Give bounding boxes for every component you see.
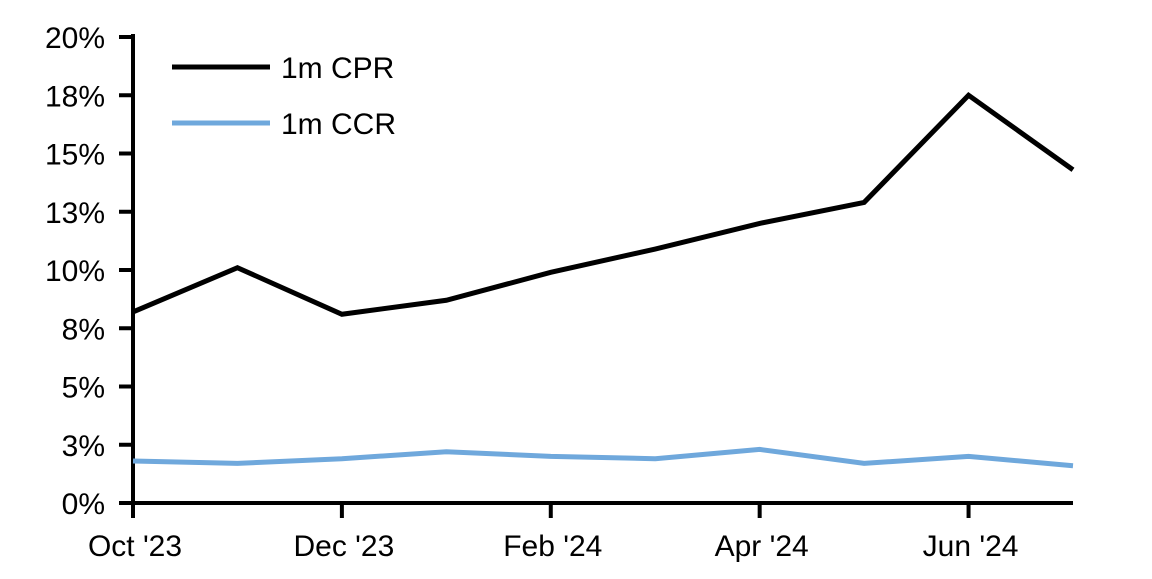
y-tick-label: 0%	[62, 488, 105, 521]
legend-label-1m-cpr: 1m CPR	[281, 52, 394, 85]
y-tick-label: 10%	[45, 255, 105, 288]
legend-label-1m-ccr: 1m CCR	[281, 108, 396, 141]
series-line-1m-ccr	[132, 446, 1074, 469]
y-tick-label: 18%	[45, 80, 105, 113]
x-tick-label: Oct '23	[88, 530, 182, 563]
y-tick-label: 8%	[62, 313, 105, 346]
x-tick-label: Apr '24	[715, 530, 809, 563]
y-tick-label: 13%	[45, 197, 105, 230]
x-tick-label: Jun '24	[923, 530, 1019, 563]
y-tick-label: 5%	[62, 372, 105, 405]
y-tick-label: 15%	[45, 139, 105, 172]
x-tick-label: Feb '24	[503, 530, 602, 563]
y-tick-label: 20%	[45, 22, 105, 55]
series-line-1m-cpr	[132, 91, 1075, 317]
x-tick-label: Dec '23	[293, 530, 394, 563]
y-tick-label: 3%	[62, 430, 105, 463]
